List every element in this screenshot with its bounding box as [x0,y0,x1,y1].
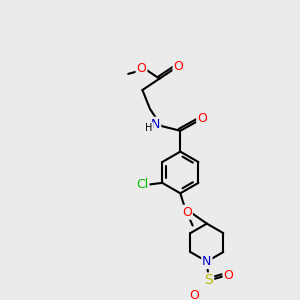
Text: S: S [204,274,213,287]
Text: O: O [190,289,200,300]
Text: O: O [136,62,146,75]
Text: Cl: Cl [136,178,148,191]
Text: O: O [182,206,192,219]
Text: O: O [173,60,183,73]
Text: O: O [224,269,234,282]
Text: N: N [202,255,212,268]
Text: N: N [151,118,160,130]
Text: H: H [146,123,153,133]
Text: O: O [197,112,207,125]
